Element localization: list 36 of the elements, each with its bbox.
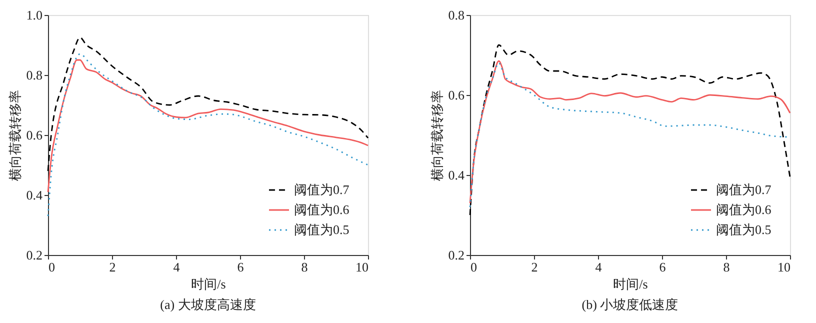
- x-tick-label: 6: [237, 260, 244, 274]
- legend-label: 阈值为0.5: [716, 222, 772, 237]
- legend-label: 阈值为0.6: [716, 202, 772, 217]
- y-tick-label: 0.2: [448, 248, 464, 262]
- y-tick-label: 0.4: [26, 188, 43, 202]
- legend-label: 阈值为0.7: [716, 182, 772, 197]
- line-series: [469, 44, 791, 216]
- x-tick-label: 0: [48, 260, 55, 274]
- legend-label: 阈值为0.6: [294, 202, 350, 217]
- line-series: [47, 36, 369, 172]
- y-axis-title: 横向荷载转移率: [7, 90, 22, 181]
- y-tick-label: 1.0: [26, 8, 42, 22]
- y-tick-label: 0.8: [448, 8, 464, 22]
- y-tick-label: 0.6: [26, 128, 43, 142]
- text: (b) 小坡度低速度: [582, 297, 678, 312]
- y-tick-label: 0.4: [448, 168, 465, 182]
- x-tick-label: 4: [595, 260, 602, 274]
- legend-label: 阈值为0.5: [294, 222, 350, 237]
- x-tick-label: 10: [356, 260, 368, 274]
- legend-label: 阈值为0.7: [294, 182, 350, 197]
- text: (a) 大坡度高速度: [160, 297, 256, 312]
- y-tick-label: 0.6: [448, 88, 465, 102]
- x-axis-title: 时间/s: [613, 276, 648, 292]
- x-tick-label: 2: [109, 260, 116, 274]
- y-tick-label: 0.2: [26, 248, 42, 262]
- x-tick-label: 10: [778, 260, 790, 274]
- x-axis-title: 时间/s: [191, 276, 226, 292]
- y-tick-label: 0.8: [26, 68, 42, 82]
- x-tick-label: 6: [659, 260, 666, 274]
- x-tick-label: 0: [470, 260, 477, 274]
- x-tick-label: 2: [531, 260, 538, 274]
- line-series: [47, 53, 369, 217]
- y-axis-title: 横向荷载转移率: [429, 90, 444, 181]
- x-tick-label: 8: [723, 260, 730, 274]
- x-tick-label: 4: [173, 260, 180, 274]
- x-tick-label: 8: [301, 260, 308, 274]
